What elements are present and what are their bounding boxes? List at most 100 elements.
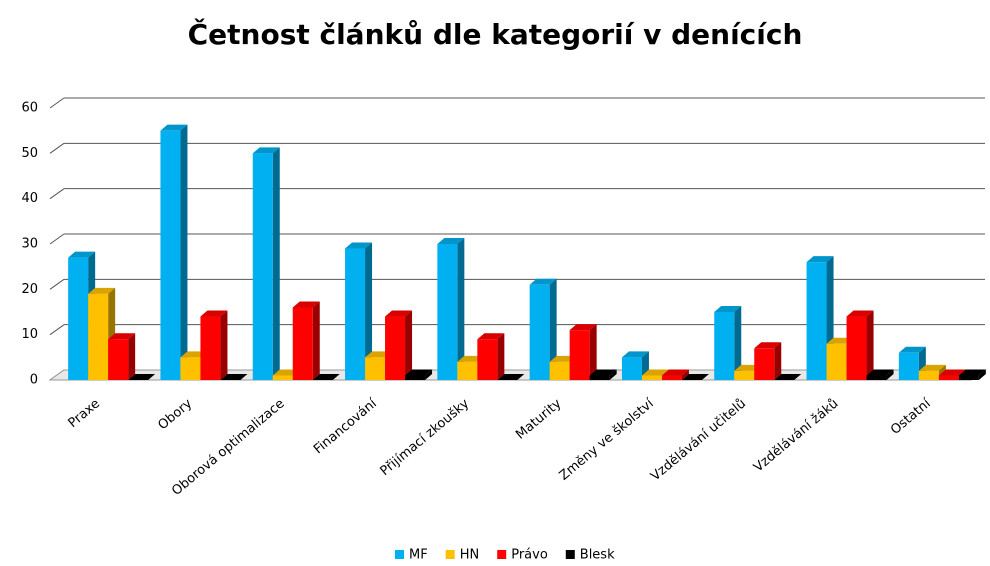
bar [385, 316, 406, 380]
bar-top [569, 324, 597, 331]
bar [589, 375, 610, 380]
bar-top [312, 374, 340, 380]
bar-top [938, 369, 966, 376]
bar [457, 361, 478, 380]
grid-line [49, 233, 65, 245]
bar-top [866, 369, 894, 376]
bar-top [128, 374, 156, 380]
x-tick-label: Přijímací zkoušky [378, 396, 473, 479]
bar-side [272, 147, 280, 380]
bar [714, 312, 735, 380]
legend-label: MF [409, 548, 428, 563]
bar-side [886, 369, 894, 380]
bar [846, 316, 867, 380]
legend-label: HN [460, 548, 480, 563]
y-tick-label: 50 [21, 146, 38, 161]
bar-side [180, 124, 188, 381]
bar-side [220, 310, 228, 380]
bar [826, 343, 847, 380]
bar [734, 370, 755, 380]
bar [200, 316, 221, 380]
bar-top [898, 346, 926, 353]
bar-side [774, 342, 782, 380]
bar [641, 375, 662, 380]
grid-line [49, 97, 65, 109]
legend-label: Právo [511, 548, 548, 563]
bar-top [497, 374, 525, 380]
bar-side [128, 333, 136, 380]
bar [405, 375, 426, 380]
bar [958, 375, 979, 380]
bar [68, 257, 89, 380]
legend-label: Blesk [580, 548, 615, 563]
bar-side [681, 369, 689, 380]
bar-side [609, 369, 617, 380]
bar-top [108, 333, 136, 340]
bar [437, 244, 458, 380]
bar [108, 339, 129, 380]
bar [529, 284, 550, 380]
bar-top [385, 310, 413, 317]
bar [292, 307, 313, 380]
bar-top [661, 369, 689, 376]
bar-top [846, 310, 874, 317]
y-tick-label: 30 [21, 237, 38, 252]
chart-title: Četnost článků dle kategorií v denících [188, 17, 803, 51]
x-tick-label: Vzdělávání učitelů [648, 396, 749, 484]
bar [88, 293, 109, 380]
legend-swatch [395, 550, 404, 559]
bar [272, 375, 293, 380]
bar-top [681, 374, 709, 380]
bar [477, 339, 498, 380]
bar-top [345, 242, 373, 249]
bar-top [958, 369, 986, 376]
bar [866, 375, 887, 380]
bar-top [437, 238, 465, 244]
bar [918, 370, 939, 380]
bar [180, 357, 201, 380]
bar-side [425, 369, 433, 380]
bar-top [641, 369, 669, 376]
bar-side [365, 242, 373, 380]
bar-top [405, 369, 433, 376]
bar-top [621, 351, 649, 358]
y-tick-label: 0 [30, 373, 38, 388]
bar-side [978, 369, 986, 380]
bar [160, 130, 181, 380]
bar-top [918, 364, 946, 371]
bar [345, 248, 366, 380]
bar [252, 153, 273, 380]
bar-top [160, 124, 188, 131]
grid-line [49, 188, 65, 200]
bar-top [200, 310, 228, 317]
legend-swatch [565, 550, 575, 559]
bar-top [88, 287, 116, 294]
legend-swatch [445, 550, 455, 559]
bar-top [529, 278, 557, 285]
y-tick-label: 20 [21, 282, 38, 297]
x-tick-label: Vzdělávání žáků [751, 396, 841, 475]
grid-line [49, 278, 65, 290]
bar-top [714, 306, 742, 312]
x-tick-label: Praxe [66, 396, 103, 431]
bar-side [312, 301, 320, 380]
y-tick-label: 60 [21, 101, 38, 116]
bar-top [220, 374, 248, 380]
x-tick-label: Maturity [513, 396, 564, 443]
bar [754, 348, 775, 380]
x-tick-label: Obory [155, 396, 195, 433]
bar-top [477, 333, 505, 340]
bar-top [589, 369, 617, 376]
bar [621, 357, 642, 380]
y-tick-label: 40 [21, 191, 38, 206]
grid-line [49, 324, 65, 336]
bar-side [549, 278, 557, 380]
bar-top [252, 147, 280, 154]
bar-side [866, 310, 874, 380]
bar-top [806, 256, 834, 263]
bar-top [774, 374, 802, 380]
grid-line [49, 142, 65, 154]
legend-swatch [497, 550, 507, 559]
